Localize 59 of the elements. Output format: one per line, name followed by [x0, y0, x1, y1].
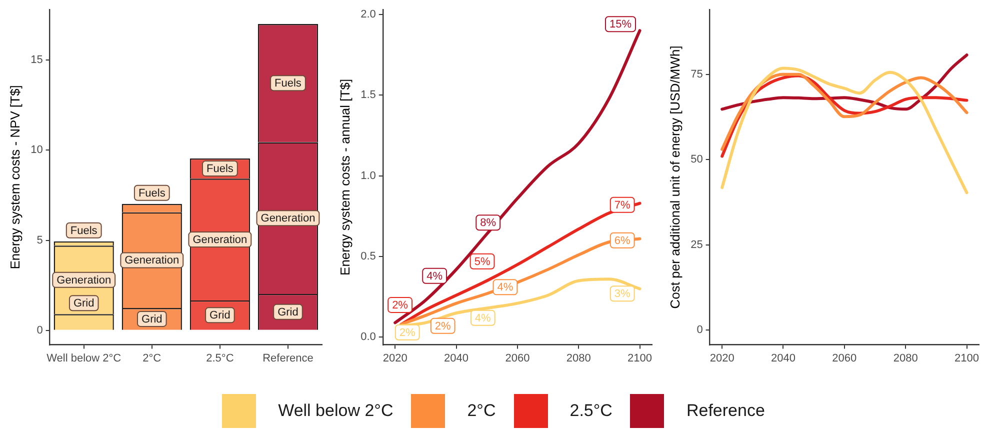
- annotation: 2%: [434, 320, 451, 332]
- y-tick-label: 10: [30, 144, 43, 156]
- y-tick-label: 0.5: [360, 250, 376, 263]
- x-tick-label: 2°C: [142, 352, 162, 364]
- annotation: 6%: [614, 234, 630, 247]
- y-tick-label: 0.0: [360, 331, 376, 344]
- line-series: [720, 66, 968, 194]
- y-tick-label: 2.0: [360, 8, 376, 20]
- text: Generation: [56, 274, 112, 286]
- text: Grid: [278, 306, 298, 318]
- series-label: Fuels: [206, 163, 234, 176]
- text: Fuels: [70, 224, 98, 237]
- annotation: 4%: [426, 270, 443, 282]
- text: Grid: [73, 298, 94, 310]
- annotation: 4%: [474, 312, 492, 324]
- y-tick-label: 1.0: [360, 170, 376, 182]
- x-tick-label: 2020: [382, 352, 408, 364]
- annotation: 15%: [609, 18, 632, 31]
- legend-label: Reference: [686, 401, 765, 421]
- y-tick-label: 0: [696, 324, 703, 336]
- text: Fuels: [138, 187, 166, 200]
- text: Generation: [192, 234, 248, 246]
- y-tick-label: 5: [36, 234, 43, 246]
- series-label: Generation: [260, 212, 316, 225]
- y-tick-label: 1.5: [360, 89, 376, 102]
- x-tick-label: 2040: [444, 352, 469, 364]
- legend-label: 2°C: [467, 401, 496, 421]
- y-tick-label: 0: [36, 324, 43, 336]
- annotation: 4%: [497, 282, 514, 294]
- annotation: 5%: [474, 256, 490, 268]
- y-axis-title: Energy system costs - annual [T$]: [337, 78, 352, 276]
- x-tick-label: Reference: [262, 352, 314, 364]
- y-axis-title: Cost per additional unit of energy [USD/MWh]: [667, 46, 682, 309]
- series-label: Grid: [142, 313, 162, 326]
- x-tick-label: Well below 2°C: [46, 352, 122, 364]
- annotation: 2%: [399, 326, 416, 339]
- y-tick-label: 50: [690, 154, 703, 166]
- x-tick-label: 2020: [710, 352, 734, 364]
- text: Fuels: [274, 78, 302, 90]
- y-tick-label: 15: [30, 54, 43, 66]
- x-tick-label: 2080: [893, 352, 918, 364]
- text: Generation: [124, 254, 180, 267]
- text: Grid: [210, 310, 230, 322]
- y-tick-label: 25: [690, 238, 703, 251]
- x-tick-label: 2100: [628, 352, 652, 364]
- annotation: 3%: [614, 288, 630, 300]
- x-tick-label: 2080: [566, 352, 591, 364]
- annotation: 7%: [614, 199, 630, 212]
- x-tick-label: 2040: [771, 352, 796, 364]
- legend-label: 2.5°C: [570, 401, 612, 421]
- y-axis-title: Energy system costs - NPV [T$]: [7, 85, 22, 270]
- y-tick-label: 75: [690, 68, 703, 80]
- x-tick-label: 2100: [954, 352, 980, 364]
- x-tick-label: 2060: [832, 352, 857, 364]
- x-tick-label: 2.5°C: [206, 352, 234, 364]
- x-tick-label: 2060: [505, 352, 530, 364]
- legend-label: Well below 2°C: [278, 401, 394, 421]
- annotation: 2%: [392, 299, 408, 312]
- annotation: 8%: [480, 217, 496, 230]
